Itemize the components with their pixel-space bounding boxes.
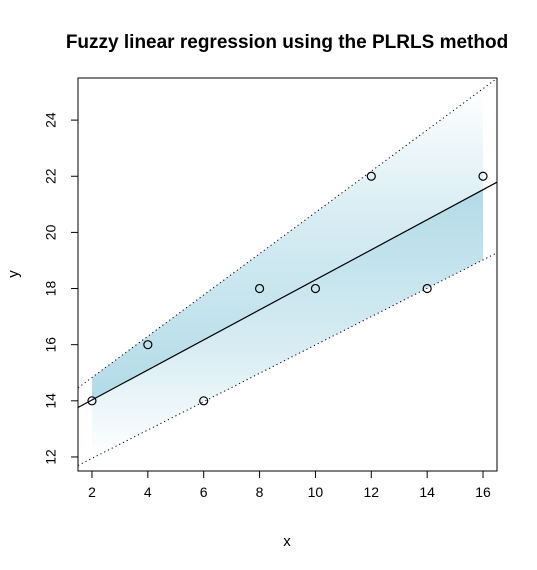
y-tick-label: 14 [43, 393, 59, 409]
y-axis-label: y [5, 270, 22, 278]
lower-spread-line [77, 252, 498, 466]
upper-spread-line [77, 77, 498, 389]
y-tick-label: 20 [43, 224, 59, 240]
x-tick-label: 12 [364, 484, 380, 500]
central-regression-line [77, 181, 498, 409]
x-tick-label: 6 [200, 484, 208, 500]
x-tick-label: 16 [475, 484, 491, 500]
x-tick-label: 8 [256, 484, 264, 500]
x-tick-label: 4 [144, 484, 152, 500]
fuzzy-band-upper [92, 88, 483, 400]
data-point [422, 283, 432, 294]
y-tick-label: 18 [43, 281, 59, 297]
data-point [254, 283, 265, 294]
x-tick-label: 2 [88, 484, 96, 500]
y-tick-label: 22 [43, 168, 59, 184]
data-point [310, 283, 321, 294]
x-axis-label: x [283, 533, 291, 550]
x-tick-label: 14 [419, 484, 435, 500]
chart-title: Fuzzy linear regression using the PLRLS … [66, 32, 508, 53]
data-point [143, 340, 153, 350]
x-tick-label: 10 [308, 484, 324, 500]
y-tick-label: 12 [43, 449, 59, 465]
data-point [366, 171, 376, 181]
data-point [199, 396, 209, 406]
fuzzy-band-lower [92, 189, 483, 459]
data-point [478, 171, 488, 181]
data-point [87, 396, 97, 406]
y-tick-label: 16 [43, 337, 59, 353]
y-tick-label: 24 [43, 112, 59, 128]
